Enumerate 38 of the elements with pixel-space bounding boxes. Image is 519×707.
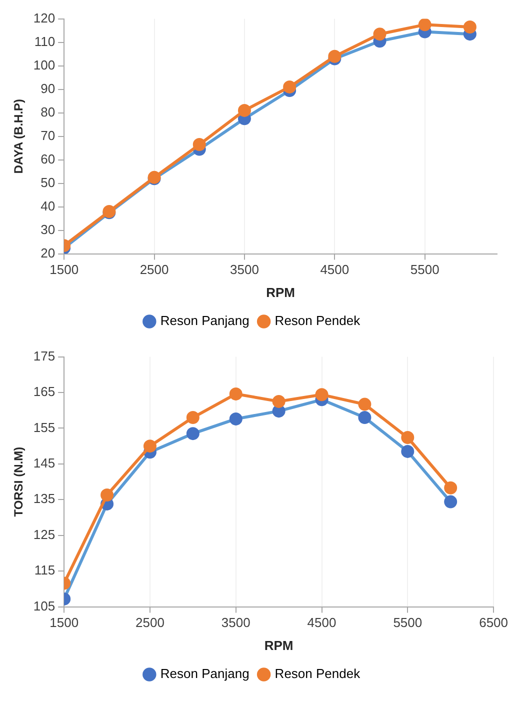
x-tick-label: 2500 (136, 615, 164, 630)
y-tick-label: 50 (40, 174, 56, 190)
y-tick-label: 80 (40, 104, 56, 120)
x-tick-label: 4500 (307, 615, 336, 630)
x-tick-label: 5500 (393, 615, 422, 630)
legend-label: Reson Pendek (274, 666, 361, 682)
y-axis-title: DAYA (B.H.P) (12, 98, 26, 174)
y-tick-label: 110 (34, 34, 56, 49)
y-tick-label: 20 (40, 245, 56, 260)
y-tick-label: 40 (40, 198, 56, 214)
x-tick-label: 3500 (230, 262, 259, 278)
y-tick-label: 165 (33, 384, 56, 400)
legend-label: Reson Pendek (274, 313, 361, 328)
x-axis-title: RPM (266, 284, 295, 300)
y-tick-label: 60 (40, 151, 56, 166)
x-axis-title: RPM (264, 638, 294, 653)
y-tick-label: 155 (33, 420, 56, 435)
y-tick-label: 135 (33, 491, 56, 506)
y-tick-label: 90 (40, 80, 56, 96)
y-tick-label: 120 (33, 10, 56, 26)
y-axis-title: TORSI (N.M) (12, 446, 26, 517)
x-tick-label: 6500 (479, 615, 508, 630)
y-tick-label: 145 (33, 456, 56, 471)
legend-label: Reson Panjang (160, 313, 250, 328)
y-tick-label: 30 (40, 222, 56, 237)
y-tick-label: 100 (33, 57, 56, 72)
y-tick-label: 115 (34, 562, 56, 578)
y-tick-label: 125 (33, 526, 56, 542)
legend-label: Reson Panjang (160, 666, 250, 682)
x-tick-label: 5500 (410, 262, 440, 278)
y-tick-label: 105 (33, 598, 56, 614)
x-tick-label: 1500 (50, 262, 79, 278)
y-tick-label: 175 (33, 348, 56, 364)
x-tick-label: 1500 (50, 615, 79, 630)
x-tick-label: 2500 (140, 262, 169, 278)
x-tick-label: 4500 (320, 262, 350, 278)
x-tick-label: 3500 (221, 615, 250, 630)
y-tick-label: 70 (40, 128, 56, 143)
